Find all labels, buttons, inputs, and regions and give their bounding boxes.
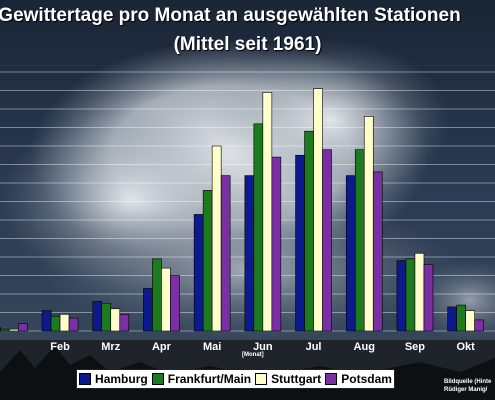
bar-jun-series-3	[271, 156, 282, 332]
x-tick-jul: Jul	[306, 341, 322, 353]
bar-jul-series-2	[313, 88, 323, 332]
bar-sep-series-3	[423, 264, 434, 332]
image-credit: Bildquelle (Hinte Rüdiger Manig/	[444, 378, 491, 394]
x-axis-title: [Monat]	[242, 352, 264, 358]
bar-jul-series-3	[322, 149, 332, 332]
legend-item-frankfurt: Frankfurt/Main	[151, 372, 252, 386]
bar-feb-series-0	[41, 310, 52, 332]
bar-mrz-series-3	[119, 314, 130, 332]
bar-aug-series-0	[345, 175, 356, 332]
chart-title: Gewittertage pro Monat an ausgewählten S…	[0, 5, 477, 27]
bar-mai-series-2	[211, 145, 222, 332]
chart-subtitle-text: (Mittel seit 1961)	[173, 34, 322, 55]
legend-swatch	[151, 373, 164, 385]
x-tick-apr: Apr	[152, 341, 172, 353]
bar-jul-series-0	[295, 154, 305, 332]
bar-mrz-series-0	[92, 301, 103, 332]
chart-subtitle: (Mittel seit 1961)	[0, 34, 495, 56]
bar-mai-series-3	[220, 175, 231, 332]
x-tick-aug: Aug	[354, 341, 375, 353]
bar-jul-series-1	[304, 130, 314, 332]
legend-label: Stuttgart	[271, 372, 322, 386]
bar-jun-series-2	[262, 92, 273, 332]
legend: Hamburg Frankfurt/Main Stuttgart Potsdam	[76, 369, 395, 389]
legend-label: Hamburg	[95, 372, 148, 386]
bar-okt-series-1	[456, 304, 466, 332]
bar-apr-series-2	[161, 267, 171, 332]
bar-apr-series-3	[170, 275, 180, 332]
legend-swatch	[79, 373, 92, 385]
bar-sep-series-0	[396, 260, 407, 332]
bar-apr-series-1	[152, 258, 162, 332]
credit-line-1: Bildquelle (Hinte	[444, 379, 492, 385]
legend-label: Potsdam	[341, 372, 392, 386]
bar-okt-series-2	[465, 310, 475, 332]
bar-sep-series-1	[405, 258, 416, 332]
bar-aug-series-3	[372, 171, 383, 332]
x-tick-mai: Mai	[203, 341, 221, 353]
x-tick-sep: Sep	[405, 341, 425, 353]
bar-mai-series-0	[193, 214, 204, 332]
legend-swatch	[325, 373, 338, 385]
credit-line-2: Rüdiger Manig/	[444, 387, 488, 393]
bar-jan-series-3	[18, 323, 28, 332]
bar-apr-series-0	[143, 288, 153, 332]
bar-feb-series-1	[50, 315, 61, 332]
x-tick-mrz: Mrz	[101, 341, 120, 353]
bar-feb-series-3	[68, 317, 79, 332]
bar-sep-series-2	[414, 253, 425, 332]
chart-title-text: Gewittertage pro Monat an ausgewählten S…	[0, 5, 461, 26]
legend-item-potsdam: Potsdam	[325, 372, 392, 386]
bar-jun-series-0	[244, 175, 255, 332]
bar-okt-series-3	[474, 319, 484, 332]
bar-mrz-series-1	[101, 302, 112, 332]
legend-item-stuttgart: Stuttgart	[255, 372, 321, 386]
bar-okt-series-0	[447, 306, 457, 332]
legend-label: Frankfurt/Main	[167, 372, 252, 386]
bar-mrz-series-2	[110, 308, 121, 332]
legend-item-hamburg: Hamburg	[79, 372, 148, 386]
x-tick-okt: Okt	[456, 341, 475, 353]
bar-jan-series-2	[9, 328, 19, 332]
bar-jan-series-1	[0, 328, 10, 332]
legend-swatch	[255, 373, 268, 385]
bar-aug-series-2	[363, 116, 374, 332]
x-tick-jun: Jun	[253, 341, 273, 353]
bar-aug-series-1	[354, 149, 365, 332]
bar-feb-series-2	[59, 314, 70, 332]
bar-jun-series-1	[253, 123, 264, 332]
bar-mai-series-1	[202, 190, 213, 332]
x-tick-labels: FebMrzAprMaiJunJulAugSepOktNov	[50, 341, 475, 353]
x-tick-feb: Feb	[50, 341, 70, 353]
bars-group	[0, 88, 484, 332]
